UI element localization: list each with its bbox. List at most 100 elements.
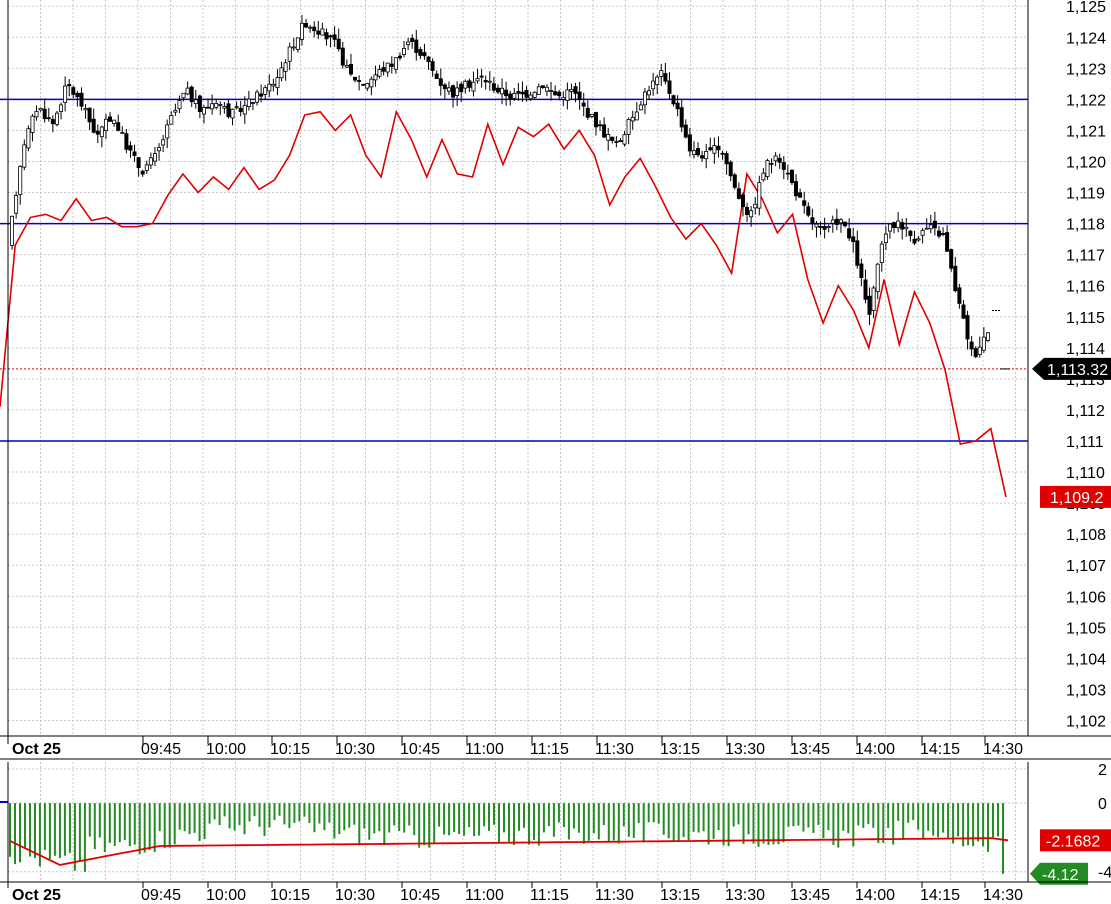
candle-body	[716, 145, 721, 151]
candle-body	[696, 148, 701, 156]
sub-x-tick-label: 13:30	[725, 887, 765, 904]
candle-body	[524, 90, 529, 98]
candle-body	[536, 86, 541, 95]
candle-body	[201, 107, 206, 115]
candle-body	[279, 67, 284, 79]
sub-x-axis-labels: Oct 25 09:45 10:00 10:15 10:30 10:45 11:00 11:1…	[7, 882, 1023, 904]
candle-body	[79, 92, 84, 107]
candle-body	[561, 97, 566, 100]
candle-body	[210, 103, 215, 110]
y-tick-label: 1,125	[1066, 0, 1106, 16]
candle-body	[826, 226, 831, 229]
main-grid	[8, 0, 1028, 736]
candle-body	[389, 63, 394, 67]
candle-body	[643, 91, 648, 106]
candle-body	[965, 315, 970, 340]
sub-y-tick-label: -4	[1098, 865, 1111, 882]
candle-body	[863, 279, 868, 300]
candle-body	[773, 155, 778, 162]
candle-body	[34, 111, 39, 118]
sub-y-tick-label: 2	[1098, 762, 1107, 779]
candle-body	[647, 90, 652, 96]
candle-body	[99, 126, 104, 138]
candle-body	[798, 192, 803, 198]
candle-body	[683, 124, 688, 138]
candle-body	[941, 233, 946, 235]
candle-body	[986, 332, 991, 341]
candle-body	[871, 287, 876, 312]
candle-body	[594, 112, 599, 128]
candle-body	[324, 32, 329, 40]
candle-body	[785, 172, 790, 175]
candle-body	[254, 91, 259, 103]
sub-bars	[0, 801, 1004, 874]
y-tick-label: 1,108	[1066, 527, 1106, 544]
candle-body	[671, 95, 676, 105]
sub-x-tick-label: 10:30	[335, 887, 375, 904]
candle-body	[83, 108, 88, 111]
candle-body	[422, 52, 427, 57]
candle-body	[471, 81, 476, 92]
candle-body	[365, 83, 370, 89]
candle-body	[14, 194, 19, 214]
candle-body	[446, 87, 451, 92]
y-tick-label: 1,106	[1066, 589, 1106, 606]
candle-body	[377, 69, 382, 77]
y-tick-label: 1,110	[1066, 465, 1105, 482]
x-tick-label: Oct 25	[12, 741, 61, 758]
sub-red-line	[9, 837, 1009, 866]
candle-body	[487, 80, 492, 83]
candle-body	[879, 243, 884, 264]
candle-body	[937, 230, 942, 237]
sub-x-tick-label: 14:15	[920, 887, 960, 904]
y-tick-label: 1,102	[1066, 713, 1106, 730]
candle-body	[108, 116, 113, 122]
candle-body	[765, 160, 770, 177]
candle-body	[475, 78, 480, 82]
candle-body	[483, 80, 488, 83]
sub-bar-tag	[1030, 862, 1088, 885]
candle-body	[888, 223, 893, 232]
candle-body	[512, 93, 517, 99]
candle-body	[242, 104, 247, 115]
candle-body	[900, 222, 905, 230]
candle-body	[357, 80, 362, 82]
sub-red-line-tag-label: -2.1682	[1046, 833, 1100, 850]
candle-body	[892, 222, 897, 229]
y-tick-label: 1,120	[1066, 154, 1106, 171]
candle-body	[912, 238, 917, 244]
candle-body	[303, 22, 308, 28]
candle-body	[557, 91, 562, 97]
candle-body	[336, 38, 341, 50]
sub-x-tick-label: 10:45	[400, 887, 440, 904]
x-tick-label: 10:00	[206, 741, 246, 758]
y-tick-label: 1,122	[1066, 92, 1106, 109]
candle-body	[55, 112, 60, 125]
candle-body	[185, 87, 190, 95]
candle-body	[675, 102, 680, 110]
candle-body	[418, 49, 423, 56]
candle-body	[169, 115, 174, 125]
candle-body	[908, 230, 913, 237]
candle-body	[352, 76, 357, 81]
y-tick-label: 1,116	[1066, 279, 1105, 296]
candle-body	[230, 108, 235, 119]
candle-body	[659, 70, 664, 77]
y-tick-label: 1,103	[1066, 682, 1106, 699]
candle-body	[463, 80, 468, 89]
candle-body	[205, 106, 210, 109]
candle-body	[651, 80, 656, 90]
x-tick-label: 10:45	[400, 741, 440, 758]
candle-body	[275, 77, 280, 88]
candle-body	[973, 348, 978, 358]
candle-body	[626, 119, 631, 135]
candle-body	[308, 26, 313, 29]
candle-body	[638, 104, 643, 111]
candle-body	[344, 65, 349, 68]
sub-x-tick-label: 14:30	[983, 887, 1023, 904]
sub-red-line-tag	[1040, 829, 1111, 852]
candle-body	[945, 232, 950, 252]
candle-body	[692, 150, 697, 155]
